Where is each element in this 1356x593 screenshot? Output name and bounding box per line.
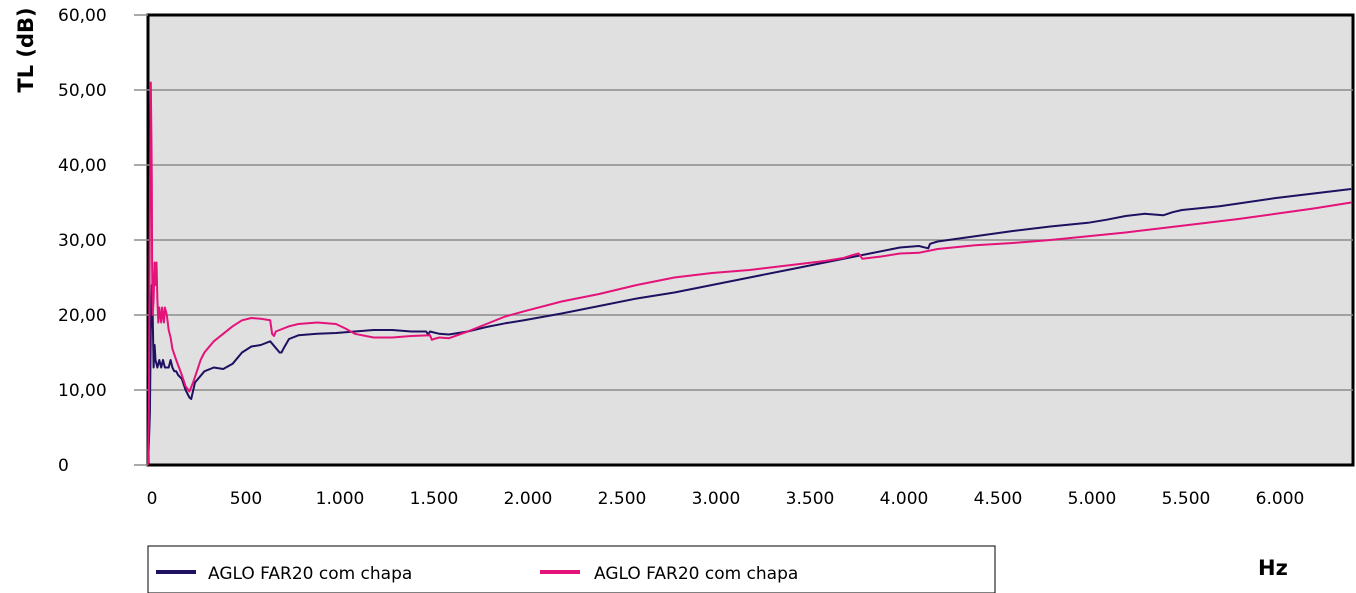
x-tick-label: 2.500 [598, 489, 647, 509]
y-tick-label: 0 [58, 456, 69, 476]
y-tick-label: 20,00 [58, 306, 107, 326]
legend-label-series-1: AGLO FAR20 com chapa [208, 564, 412, 584]
x-tick-label: 3.500 [786, 489, 835, 509]
y-tick-label: 50,00 [58, 81, 107, 101]
legend: AGLO FAR20 com chapa AGLO FAR20 com chap… [147, 545, 996, 593]
y-tick-label: 60,00 [58, 6, 107, 26]
y-tick-label: 30,00 [58, 231, 107, 251]
x-axis-ticks: 0 500 1.000 1.500 2.000 2.500 3.000 3.500 4.000 4… [147, 489, 1305, 509]
gridlines [148, 89, 1353, 391]
x-tick-label: 500 [230, 489, 262, 509]
x-axis-title: Hz [1258, 556, 1288, 580]
x-tick-label: 1.500 [410, 489, 459, 509]
x-tick-label: 4.500 [974, 489, 1023, 509]
x-tick-label: 5.500 [1162, 489, 1211, 509]
series-line-1 [147, 188, 1352, 466]
x-tick-label: 0 [147, 489, 158, 509]
y-axis-title: TL (dB) [14, 7, 38, 92]
x-tick-label: 3.000 [692, 489, 741, 509]
legend-label-series-2: AGLO FAR20 com chapa [594, 564, 798, 584]
x-tick-label: 1.000 [316, 489, 365, 509]
x-tick-label: 4.000 [880, 489, 929, 509]
y-tick-label: 40,00 [58, 156, 107, 176]
series-lines [147, 81, 1352, 466]
y-tick-label: 10,00 [58, 381, 107, 401]
legend-box [147, 545, 996, 593]
x-tick-label: 6.000 [1256, 489, 1305, 509]
x-tick-label: 5.000 [1068, 489, 1117, 509]
y-axis-ticks: 0 10,00 20,00 30,00 40,00 50,00 60,00 [58, 6, 148, 476]
x-tick-label: 2.000 [504, 489, 553, 509]
series-line-2 [147, 81, 1352, 466]
